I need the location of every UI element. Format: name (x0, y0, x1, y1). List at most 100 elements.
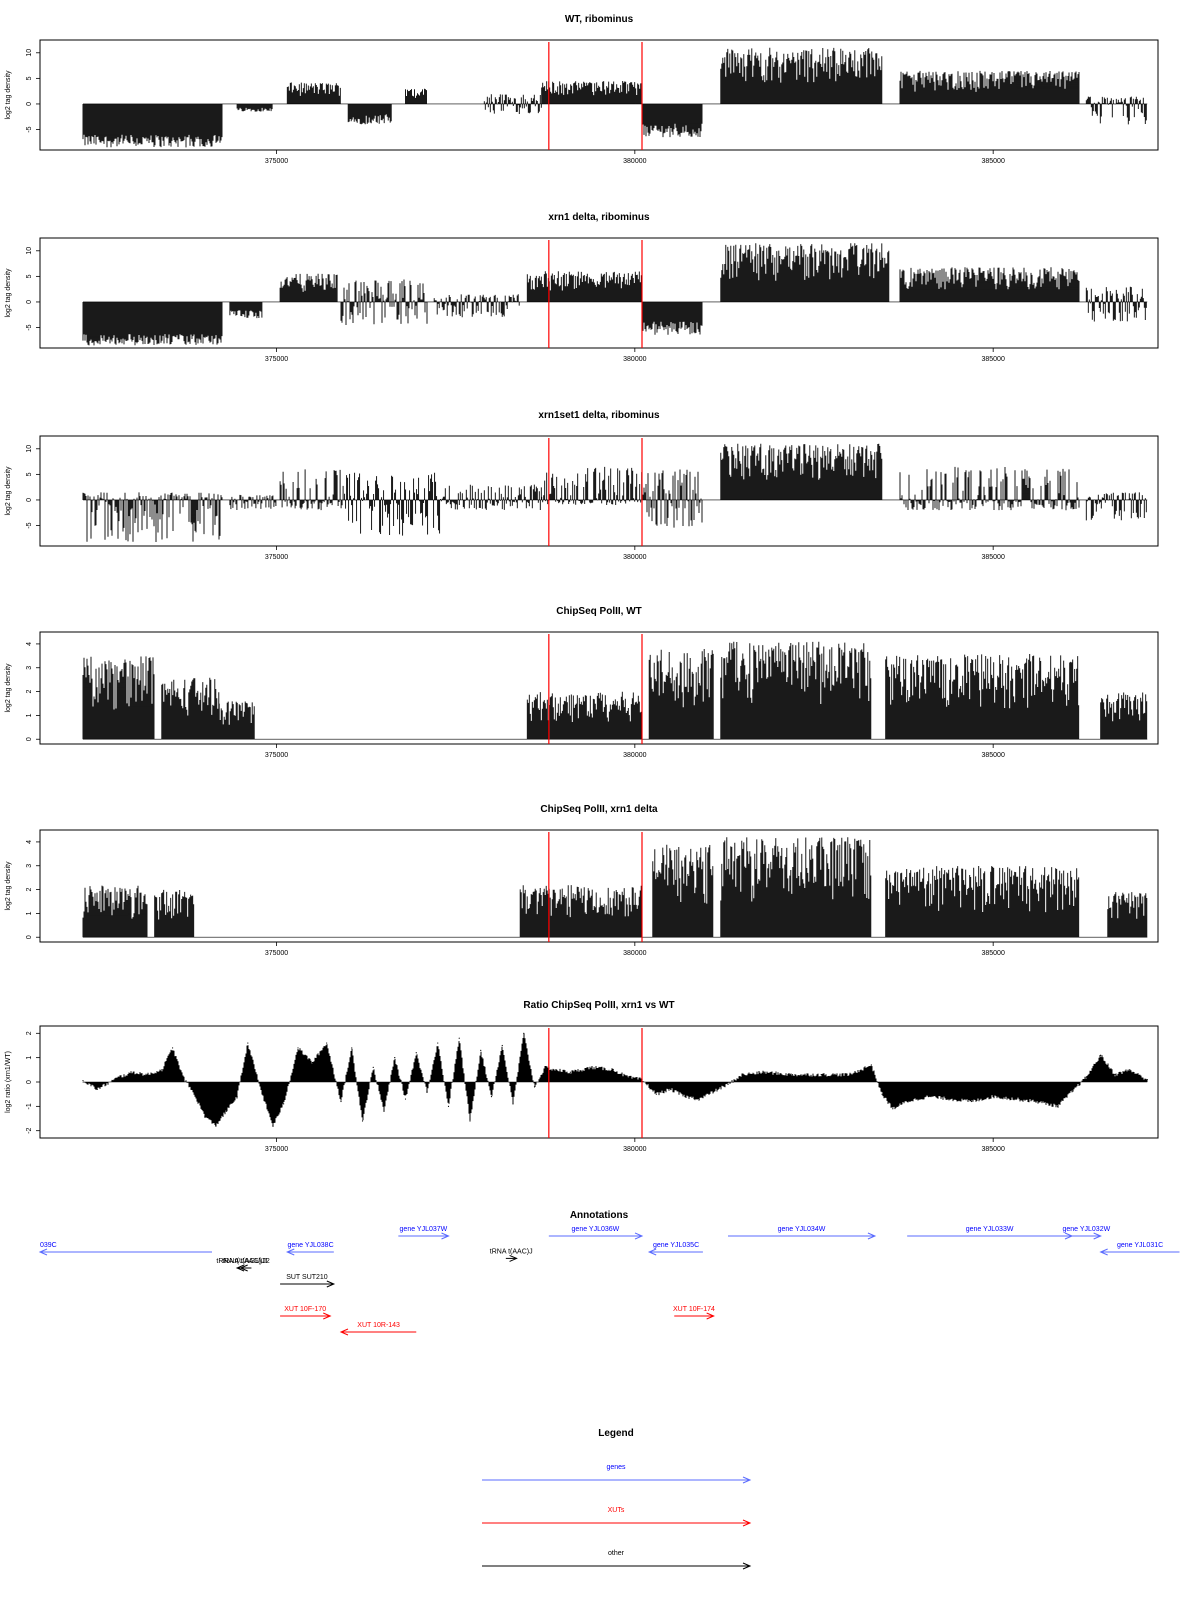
data-segment (885, 654, 1080, 740)
data-bars (885, 866, 1080, 938)
ratio-point (204, 1115, 206, 1117)
data-bars (344, 472, 442, 536)
ratio-point (1035, 1100, 1037, 1103)
y-tick-label: 3 (26, 666, 33, 670)
data-bars (229, 494, 277, 510)
x-tick-label: 380000 (623, 356, 646, 363)
ratio-point (533, 1086, 536, 1088)
y-axis-label: log2 ratio (xrn1/WT) (5, 1051, 12, 1113)
data-segment (720, 641, 872, 740)
data-bars (440, 484, 542, 510)
ratio-point (741, 1074, 743, 1076)
data-bars (1100, 692, 1148, 740)
data-segment (229, 302, 263, 319)
annotation-feature: SUT SUT210 (280, 1274, 336, 1288)
legend-label: genes (606, 1464, 626, 1471)
data-bars (885, 654, 1080, 740)
annotation-feature: gene YJL035C (647, 1242, 703, 1256)
y-tick-label: 10 (26, 445, 33, 453)
ratio-point (684, 1096, 686, 1098)
ratio-point (297, 1047, 299, 1049)
arrow-head (647, 1248, 657, 1256)
data-bars (82, 104, 223, 148)
chart-title: xrn1set1 delta, ribominus (538, 410, 660, 421)
data-bars (279, 273, 338, 302)
ratio-point (512, 1103, 514, 1105)
ratio-point (627, 1076, 629, 1078)
y-axis-label: log2 tag density (5, 663, 12, 713)
x-tick-label: 380000 (623, 554, 646, 561)
data-segment (218, 701, 255, 740)
arrow-head (509, 1254, 518, 1262)
annotation-label: gene YJL033W (966, 1226, 1014, 1233)
ratio-point (247, 1042, 249, 1044)
data-segment (899, 267, 1080, 302)
annotation-label: tRNA t(AAC)J (490, 1248, 533, 1255)
annotation-label: XUT 10F-174 (673, 1306, 715, 1313)
y-tick-label: 0 (26, 1080, 33, 1084)
arrow-head (239, 1264, 248, 1272)
annotations-title: Annotations (570, 1210, 629, 1221)
data-bars (483, 94, 542, 114)
x-tick-label: 385000 (981, 950, 1004, 957)
plot-frame (39, 435, 1159, 547)
ratio-point (146, 1074, 149, 1076)
arrow-head (441, 1232, 450, 1240)
annotation-label: gene YJL031C (1117, 1242, 1163, 1249)
data-bars (340, 279, 428, 325)
annotation-label: gene YJL036W (572, 1226, 620, 1233)
ratio-point (469, 1120, 471, 1122)
annotation-feature: gene YJL032W (1062, 1226, 1111, 1240)
x-tick-label: 385000 (981, 752, 1004, 759)
y-tick-label: -5 (26, 324, 33, 330)
data-segment (405, 88, 427, 104)
legend-label: XUTs (608, 1507, 625, 1514)
x-tick-label: 380000 (623, 1146, 646, 1153)
ratio-point (132, 1071, 134, 1073)
y-tick-label: 0 (26, 935, 33, 939)
data-segment (1085, 492, 1147, 521)
data-bars (652, 844, 714, 938)
ratio-point (906, 1100, 908, 1103)
y-tick-label: 5 (26, 76, 33, 80)
ratio-point (437, 1042, 439, 1044)
plot-frame (39, 39, 1159, 151)
ratio-point (612, 1069, 614, 1071)
ratio-point (870, 1064, 872, 1066)
arrow-head (235, 1264, 245, 1272)
arrow-head (339, 1328, 349, 1336)
x-tick-label: 385000 (981, 158, 1004, 165)
data-segment (1085, 96, 1147, 125)
ratio-point (480, 1049, 482, 1051)
annotation-feature: tRNA t(AGU)J2 (222, 1258, 270, 1272)
ratio-point (272, 1125, 274, 1127)
annotation-feature: 039C (38, 1242, 212, 1256)
data-bars (641, 469, 703, 528)
data-bars (236, 104, 273, 112)
chart-panel-1: WT, ribominus log2 tag density -5 0 5 10 37500… (5, 14, 1159, 165)
data-segment (286, 82, 341, 104)
chart-title: WT, ribominus (565, 14, 634, 25)
annotation-label: XUT 10R-143 (357, 1322, 400, 1329)
data-segment (541, 466, 643, 505)
ratio-point (1114, 1074, 1116, 1076)
ratio-point (655, 1093, 657, 1095)
annotation-feature: gene YJL036W (548, 1226, 644, 1240)
data-bars (720, 837, 872, 938)
y-tick-label: -2 (26, 1127, 33, 1133)
data-bars (899, 70, 1080, 104)
ratio-point (340, 1100, 342, 1103)
y-tick-label: 1 (26, 1056, 33, 1060)
data-bars (229, 302, 263, 319)
y-tick-label: -5 (26, 522, 33, 528)
y-tick-label: 10 (26, 49, 33, 57)
ratio-point (1085, 1076, 1087, 1078)
x-tick-label: 385000 (981, 1146, 1004, 1153)
y-tick-label: 0 (26, 737, 33, 741)
legend-arrow (742, 1562, 752, 1570)
data-bars (899, 267, 1080, 302)
annotation-feature: gene YJL037W (398, 1226, 450, 1240)
x-tick-label: 375000 (265, 1146, 288, 1153)
y-tick-label: 2 (26, 1031, 33, 1035)
